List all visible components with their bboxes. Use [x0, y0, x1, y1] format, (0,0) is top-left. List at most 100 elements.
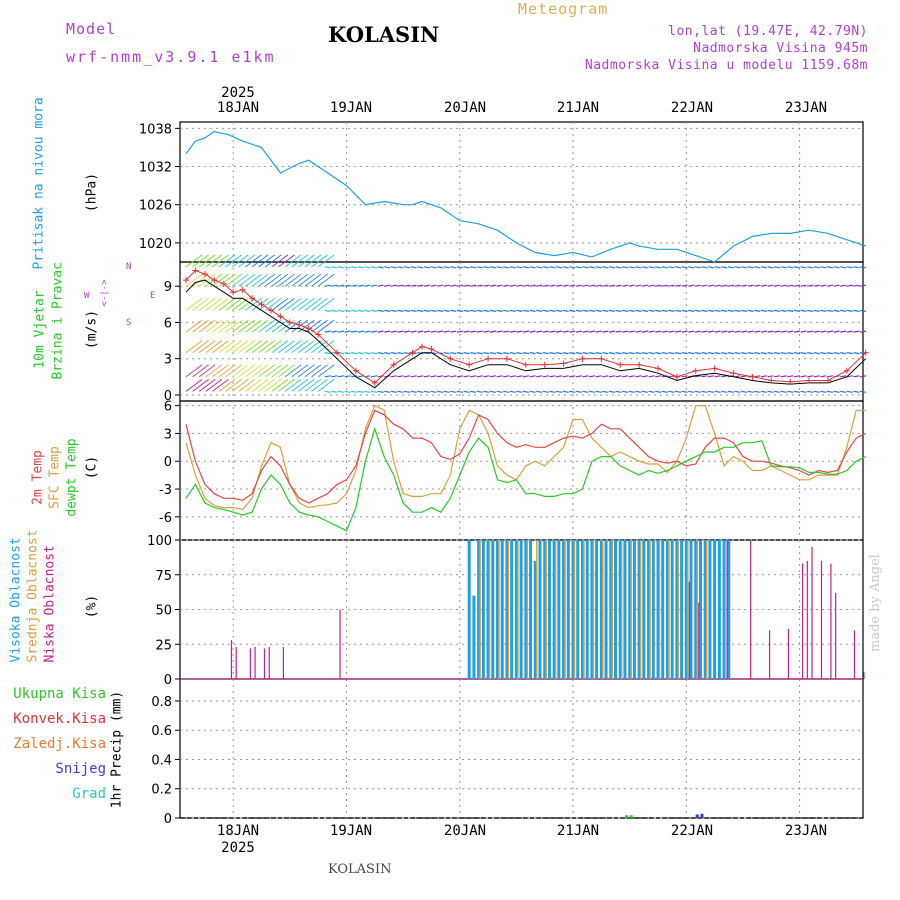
wind-arrow [787, 375, 794, 378]
wind-arrow [450, 330, 457, 333]
wind-arrow [231, 254, 249, 268]
wind-arrow [727, 390, 734, 393]
wind-arrow [707, 390, 715, 393]
wind-arrow [562, 375, 569, 378]
wind-arrow [608, 284, 616, 287]
wind-arrow [800, 375, 807, 378]
wind-arrow [331, 284, 338, 287]
wind-arrow [853, 284, 860, 287]
wind-arrow [516, 284, 523, 287]
dewpt-line [185, 426, 866, 532]
ytick-label-4-0: 0 [164, 812, 172, 827]
wind-arrow [807, 309, 814, 312]
wind-arrow [198, 340, 216, 354]
wind-arrow [311, 364, 328, 378]
wind-arrow [840, 284, 847, 287]
gust-marker [286, 319, 293, 326]
wind-arrow [192, 340, 209, 354]
wind-arrow [615, 375, 622, 378]
wind-arrow [476, 309, 483, 312]
wind-arrow [754, 284, 761, 287]
wind-arrow [813, 309, 820, 312]
wind-arrow [258, 273, 275, 287]
ytick-label-4-2: 0.4 [151, 753, 172, 768]
wind-arrow [840, 375, 847, 378]
altitude-label: Nadmorska Visina 945m [693, 41, 868, 56]
wind-arrow [522, 266, 530, 269]
wind-arrow [602, 309, 609, 312]
wind-arrow [430, 375, 437, 378]
wind-arrow [734, 309, 741, 312]
wind-arrow [615, 309, 622, 312]
wind-arrow [846, 330, 853, 333]
gust-marker [249, 295, 256, 302]
wind-arrow [767, 284, 774, 287]
wind-arrow [668, 284, 675, 287]
wind-arrow [522, 352, 530, 355]
wind-arrow [846, 390, 853, 393]
wind-arrow [456, 309, 464, 312]
wind-arrow [185, 378, 203, 392]
wind-arrow [437, 330, 444, 333]
gust-marker [220, 280, 227, 287]
wind-arrow [793, 330, 801, 333]
wind-arrow [450, 375, 457, 378]
bottom-year-label: 2025 [221, 840, 255, 856]
footer-place: KOLASIN [328, 862, 392, 877]
page-title: KOLASIN [328, 22, 440, 47]
wind-arrow [324, 266, 331, 269]
wind-arrow [397, 352, 404, 355]
wind-arrow [516, 390, 523, 393]
wind-arrow [397, 309, 404, 312]
wind-arrow [344, 309, 351, 312]
wind-arrow [575, 309, 582, 312]
wind-arrow [727, 330, 734, 333]
wind-arrow [668, 330, 675, 333]
wind-arrow [701, 375, 708, 378]
wind-arrow [324, 390, 331, 393]
wind-arrow [648, 309, 655, 312]
wind-arrow [853, 352, 860, 355]
wind-arrow [602, 390, 609, 393]
wind-arrow [298, 297, 315, 311]
wind-arrow [463, 352, 470, 355]
wind-arrow [760, 390, 767, 393]
wind-arrow [820, 284, 827, 287]
wind-arrow [747, 352, 754, 355]
wind-arrow [304, 254, 322, 268]
wind-arrow [767, 309, 774, 312]
wind-arrow [820, 390, 827, 393]
wind-arrow [298, 319, 315, 333]
gust-marker [211, 277, 218, 284]
wind-arrow [496, 390, 503, 393]
wind-arrow [278, 297, 295, 311]
wind-arrow [569, 309, 576, 312]
ytick-label-0-1: 1026 [139, 199, 172, 214]
wind-arrow [582, 375, 589, 378]
wind-arrow [271, 364, 289, 378]
wind-arrow [780, 352, 787, 355]
wind-arrow [562, 352, 569, 355]
wind-arrow [774, 309, 781, 312]
gust-marker [192, 267, 199, 274]
wind-arrow [582, 284, 589, 287]
wind-arrow [569, 284, 576, 287]
wind-arrow [265, 340, 282, 354]
wind-arrow [337, 375, 345, 378]
wind-arrow [721, 375, 728, 378]
wind-arrow [853, 390, 860, 393]
gust-marker [315, 331, 322, 338]
wind-arrow [298, 364, 315, 378]
ytick-label-4-3: 0.6 [151, 724, 172, 739]
wind-arrow [760, 352, 767, 355]
wind-arrow [245, 378, 262, 392]
wind-arrow [668, 309, 675, 312]
wind-arrow [622, 330, 629, 333]
wind-arrow [304, 364, 322, 378]
wind-arrow [417, 390, 424, 393]
wind-arrow [635, 266, 642, 269]
wind-arrow [311, 319, 328, 333]
wind-arrow [622, 390, 629, 393]
wind-arrow [238, 364, 256, 378]
wind-arrow [549, 309, 556, 312]
